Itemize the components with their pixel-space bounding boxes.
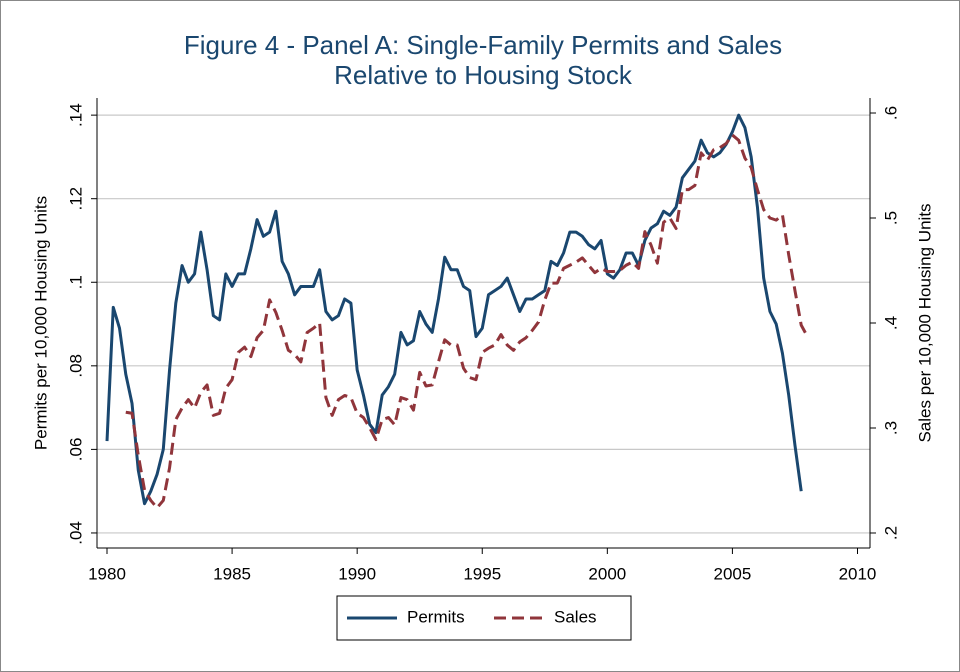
x-tick-label: 1995 bbox=[463, 564, 501, 583]
y-tick-label: .06 bbox=[66, 438, 85, 462]
y-axis-title: Permits per 10,000 Housing Units bbox=[31, 196, 50, 450]
x-tick-label: 1980 bbox=[88, 564, 126, 583]
chart-title: Relative to Housing Stock bbox=[334, 60, 633, 90]
legend-label: Permits bbox=[407, 607, 465, 626]
x-tick-label: 2000 bbox=[588, 564, 626, 583]
y-tick-label: .04 bbox=[66, 521, 85, 545]
y-tick-label: .1 bbox=[66, 275, 85, 289]
y2-tick-label: .5 bbox=[881, 211, 900, 225]
x-tick-label: 1985 bbox=[213, 564, 251, 583]
y2-tick-label: .6 bbox=[881, 106, 900, 120]
y-tick-label: .14 bbox=[66, 103, 85, 127]
y2-tick-label: .2 bbox=[881, 526, 900, 540]
x-tick-label: 2010 bbox=[839, 564, 877, 583]
x-tick-label: 1990 bbox=[338, 564, 376, 583]
y2-tick-label: .3 bbox=[881, 421, 900, 435]
chart-title: Figure 4 - Panel A: Single-Family Permit… bbox=[184, 30, 782, 60]
y2-axis-title: Sales per 10,000 Housing Units bbox=[915, 203, 934, 442]
series-line bbox=[105, 113, 803, 506]
y2-tick-label: .4 bbox=[881, 316, 900, 330]
x-tick-label: 2005 bbox=[713, 564, 751, 583]
y-tick-label: .08 bbox=[66, 354, 85, 378]
series-line bbox=[125, 133, 809, 510]
legend-label: Sales bbox=[554, 607, 597, 626]
y-tick-label: .12 bbox=[66, 187, 85, 211]
